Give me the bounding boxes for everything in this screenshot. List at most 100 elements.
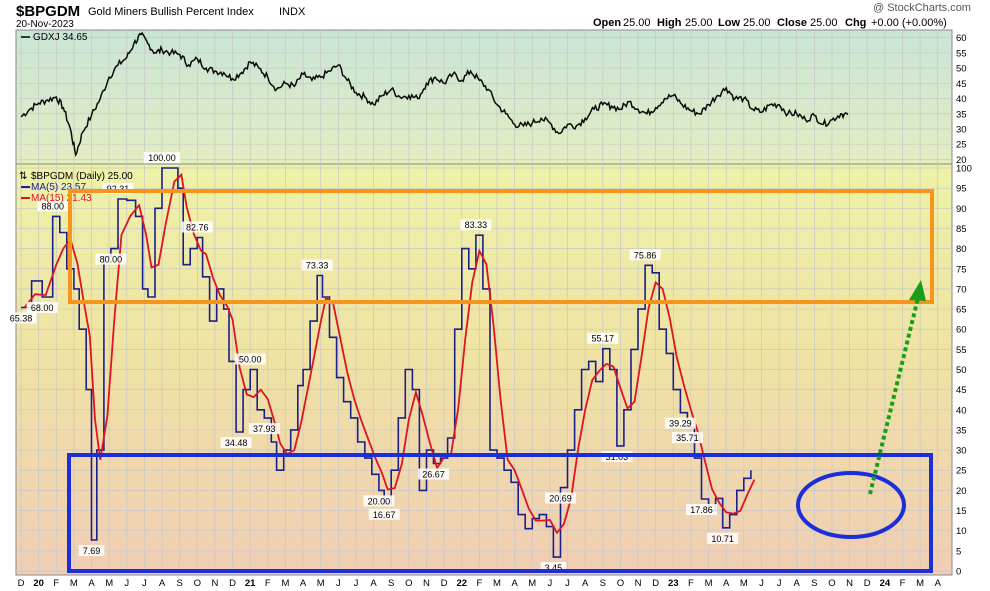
x-tick-label: M xyxy=(528,578,536,589)
data-label: 17.86 xyxy=(686,504,718,515)
x-tick-label: D xyxy=(18,578,25,589)
data-label: 75.86 xyxy=(629,249,661,261)
close-value: 25.00 xyxy=(810,17,838,29)
bpgdm-y-tick-label: 75 xyxy=(956,264,967,275)
data-label-text: 68.00 xyxy=(31,303,54,313)
data-label: 16.67 xyxy=(368,508,400,520)
bpgdm-y-tick-label: 100 xyxy=(956,164,972,175)
data-label-text: 55.17 xyxy=(592,334,615,344)
ohlc-readout: Open 25.00 High 25.00 Low 25.00 Close 25… xyxy=(593,17,947,29)
x-tick-label: O xyxy=(828,578,835,589)
green-arrow-head xyxy=(909,280,926,301)
x-tick-label: J xyxy=(124,578,129,589)
x-tick-label: O xyxy=(405,578,412,589)
ma15-line xyxy=(23,172,756,535)
data-label: 88.00 xyxy=(37,200,69,212)
x-tick-label: A xyxy=(511,578,518,589)
data-label-text: 26.67 xyxy=(422,470,445,480)
y-axis: 20 25 30 35 40 45 50 55 60 0 5 10 15 20 25 30 35 40 45 50 55… xyxy=(956,33,972,577)
data-label: 37.93 xyxy=(248,423,280,435)
data-label-bg xyxy=(707,532,739,544)
data-label-text: 20.00 xyxy=(368,496,391,506)
bpgdm-y-tick-label: 45 xyxy=(956,385,967,396)
data-label: 82.76 xyxy=(181,221,213,233)
high-value: 25.00 xyxy=(685,17,713,29)
data-label: 20.00 xyxy=(363,495,395,507)
gdxj-y-tick-label: 35 xyxy=(956,109,967,120)
x-tick-label: M xyxy=(705,578,713,589)
x-tick-label: F xyxy=(688,578,694,589)
ma5-legend-label: MA(5) 23.57 xyxy=(31,182,86,193)
close-label: Close xyxy=(777,17,807,29)
x-tick-label: S xyxy=(176,578,182,589)
x-tick-label: A xyxy=(300,578,307,589)
data-label-bg xyxy=(664,417,696,429)
data-label-bg xyxy=(5,312,37,324)
watermark: @ StockCharts.com xyxy=(873,2,971,14)
data-label-bg xyxy=(671,432,703,444)
bpgdm-y-tick-label: 60 xyxy=(956,325,967,336)
data-label: 20.69 xyxy=(544,492,576,504)
data-label-bg xyxy=(78,544,105,556)
bpgdm-y-tick-label: 40 xyxy=(956,405,967,416)
x-tick-label: N xyxy=(211,578,218,589)
bpgdm-y-tick-label: 0 xyxy=(956,566,961,577)
data-label-text: 10.71 xyxy=(711,534,734,544)
data-label-bg xyxy=(143,152,181,164)
low-value: 25.00 xyxy=(743,17,771,29)
x-tick-label: M xyxy=(70,578,78,589)
x-tick-label: N xyxy=(635,578,642,589)
gdxj-y-tick-label: 40 xyxy=(956,94,967,105)
gdxj-legend: GDXJ 34.65 xyxy=(21,32,88,43)
x-tick-label: A xyxy=(88,578,95,589)
data-label: 100.00 xyxy=(143,152,181,164)
x-tick-label: F xyxy=(53,578,59,589)
gdxj-y-tick-label: 25 xyxy=(956,140,967,151)
data-label: 39.29 xyxy=(664,417,696,429)
x-tick-label: M xyxy=(281,578,289,589)
bpgdm-legend: ⇅ $BPGDM (Daily) 25.00 MA(5) 23.57 MA(15… xyxy=(19,171,133,204)
data-label-text: 65.38 xyxy=(10,314,33,324)
data-label-text: 34.48 xyxy=(225,438,248,448)
data-label-bg xyxy=(248,423,280,435)
x-tick-label: D xyxy=(652,578,659,589)
gdxj-price-line xyxy=(20,31,849,158)
bpgdm-y-tick-label: 90 xyxy=(956,204,967,215)
data-label-text: 37.93 xyxy=(253,424,276,434)
data-label-bg xyxy=(418,468,450,480)
x-tick-label: D xyxy=(864,578,871,589)
bpgdm-legend-icon: ⇅ xyxy=(19,171,27,182)
data-label-bg xyxy=(234,353,266,365)
x-tick-label: A xyxy=(159,578,166,589)
chg-label: Chg xyxy=(845,17,866,29)
data-label-bg xyxy=(301,259,333,271)
data-label: 55.17 xyxy=(587,332,619,344)
data-label: 80.00 xyxy=(95,253,127,265)
x-tick-label: 22 xyxy=(456,578,467,589)
x-tick-label: A xyxy=(935,578,942,589)
x-tick-label: N xyxy=(846,578,853,589)
x-tick-label: N xyxy=(423,578,430,589)
data-label: 3.45 xyxy=(540,562,567,574)
data-label-bg xyxy=(368,508,400,520)
blue-highlight-ellipse xyxy=(796,471,906,539)
data-label-text: 20.69 xyxy=(549,494,572,504)
data-label: 10.71 xyxy=(707,532,739,544)
x-tick-label: J xyxy=(777,578,782,589)
gdxj-y-tick-label: 55 xyxy=(956,48,967,59)
data-labels: 65.3888.0092.3168.00100.0082.7634.4837.9… xyxy=(5,152,739,574)
x-tick-label: M xyxy=(105,578,113,589)
data-label-bg xyxy=(26,301,58,313)
bpgdm-y-tick-label: 55 xyxy=(956,345,967,356)
low-label: Low xyxy=(718,17,740,29)
bpgdm-y-tick-label: 95 xyxy=(956,184,967,195)
chart-date: 20-Nov-2023 xyxy=(16,19,74,30)
x-tick-label: S xyxy=(811,578,817,589)
gdxj-y-tick-label: 60 xyxy=(956,33,967,44)
x-tick-label: F xyxy=(265,578,271,589)
bpgdm-y-tick-label: 5 xyxy=(956,546,961,557)
data-label-bg xyxy=(37,200,69,212)
bpgdm-y-tick-label: 30 xyxy=(956,446,967,457)
data-label-text: 100.00 xyxy=(148,153,176,163)
